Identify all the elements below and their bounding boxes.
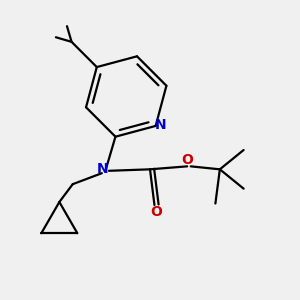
- Text: O: O: [181, 153, 193, 167]
- Text: N: N: [155, 118, 167, 132]
- Text: N: N: [97, 162, 109, 176]
- Text: O: O: [150, 206, 162, 219]
